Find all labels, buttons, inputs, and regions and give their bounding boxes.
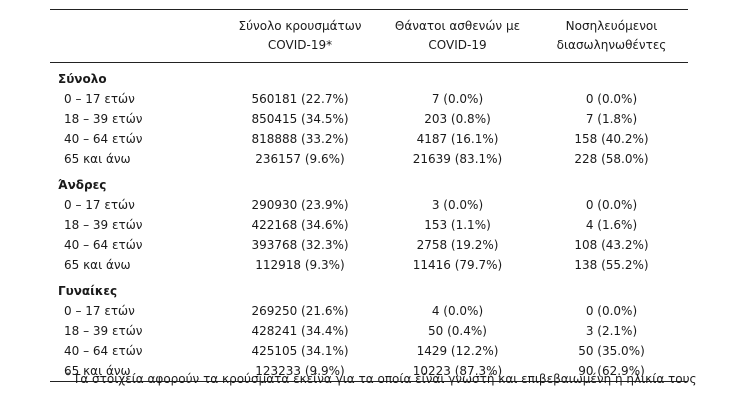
header-deaths: Θάνατοι ασθενών με COVID-19 [394, 19, 521, 52]
intubated-cell: 90 (62.9%) [578, 364, 645, 378]
deaths-cell: 2758 (19.2%) [416, 238, 499, 252]
group-title-row: Άνδρες [50, 173, 688, 195]
age-cell: 18 – 39 ετών [64, 112, 143, 126]
intubated-cell: 7 (1.8%) [585, 112, 638, 126]
intubated-cell: 158 (40.2%) [574, 132, 649, 146]
intubated-cell: 108 (43.2%) [574, 238, 649, 252]
cases-cell: 428241 (34.4%) [251, 324, 349, 338]
group-title-row: Γυναίκες [50, 279, 688, 301]
cases-cell: 269250 (21.6%) [251, 304, 349, 318]
age-cell: 65 και άνω [64, 152, 131, 166]
cases-cell: 393768 (32.3%) [251, 238, 349, 252]
deaths-cell: 1429 (12.2%) [416, 344, 499, 358]
table-row: 65 και άνω 123233 (9.9%) 10223 (87.3%) 9… [50, 361, 688, 382]
table-row: 18 – 39 ετών 428241 (34.4%) 50 (0.4%) 3 … [50, 321, 688, 341]
deaths-cell: 50 (0.4%) [428, 324, 487, 338]
header-empty-cell [50, 10, 220, 63]
deaths-cell: 10223 (87.3%) [412, 364, 503, 378]
table-row: 40 – 64 ετών 393768 (32.3%) 2758 (19.2%)… [50, 235, 688, 255]
age-cell: 0 – 17 ετών [64, 92, 135, 106]
deaths-cell: 3 (0.0%) [431, 198, 484, 212]
group-title: Σύνολο [58, 72, 107, 86]
intubated-cell: 3 (2.1%) [585, 324, 638, 338]
cases-cell: 290930 (23.9%) [251, 198, 349, 212]
deaths-cell: 21639 (83.1%) [412, 152, 503, 166]
table-row: 65 και άνω 236157 (9.6%) 21639 (83.1%) 2… [50, 149, 688, 169]
cases-cell: 818888 (33.2%) [251, 132, 349, 146]
cases-cell: 560181 (22.7%) [251, 92, 349, 106]
deaths-cell: 153 (1.1%) [424, 218, 491, 232]
table-header-row: Σύνολο κρουσμάτων COVID-19* Θάνατοι ασθε… [50, 9, 688, 63]
group-title-row: Σύνολο [50, 67, 688, 89]
table-footnote: * Τα στοιχεία αφορούν τα κρούσματα εκείνα… [66, 371, 726, 387]
intubated-cell: 0 (0.0%) [585, 92, 638, 106]
intubated-cell: 50 (35.0%) [578, 344, 645, 358]
table-row: 0 – 17 ετών 560181 (22.7%) 7 (0.0%) 0 (0… [50, 89, 688, 109]
group-total: Σύνολο 0 – 17 ετών 560181 (22.7%) 7 (0.0… [50, 63, 688, 170]
header-total-cases: Σύνολο κρουσμάτων COVID-19* [238, 19, 362, 52]
cases-cell: 123233 (9.9%) [255, 364, 345, 378]
table-row: 40 – 64 ετών 425105 (34.1%) 1429 (12.2%)… [50, 341, 688, 361]
header-intubated: Νοσηλευόμενοι διασωληνωθέντες [556, 19, 667, 52]
covid-age-table: Σύνολο κρουσμάτων COVID-19* Θάνατοι ασθε… [50, 9, 688, 382]
age-cell: 0 – 17 ετών [64, 304, 135, 318]
group-title: Άνδρες [58, 178, 107, 192]
group-women: Γυναίκες 0 – 17 ετών 269250 (21.6%) 4 (0… [50, 275, 688, 382]
age-cell: 65 και άνω [64, 258, 131, 272]
cases-cell: 112918 (9.3%) [255, 258, 345, 272]
group-men: Άνδρες 0 – 17 ετών 290930 (23.9%) 3 (0.0… [50, 169, 688, 275]
table-row: 0 – 17 ετών 269250 (21.6%) 4 (0.0%) 0 (0… [50, 301, 688, 321]
intubated-cell: 0 (0.0%) [585, 304, 638, 318]
cases-cell: 850415 (34.5%) [251, 112, 349, 126]
cases-cell: 422168 (34.6%) [251, 218, 349, 232]
table-row: 0 – 17 ετών 290930 (23.9%) 3 (0.0%) 0 (0… [50, 195, 688, 215]
deaths-cell: 4 (0.0%) [431, 304, 484, 318]
table-row: 40 – 64 ετών 818888 (33.2%) 4187 (16.1%)… [50, 129, 688, 149]
intubated-cell: 4 (1.6%) [585, 218, 638, 232]
deaths-cell: 4187 (16.1%) [416, 132, 499, 146]
age-cell: 40 – 64 ετών [64, 132, 143, 146]
intubated-cell: 0 (0.0%) [585, 198, 638, 212]
footnote-text: Τα στοιχεία αφορούν τα κρούσματα εκείνα … [73, 372, 697, 386]
table-row: 18 – 39 ετών 422168 (34.6%) 153 (1.1%) 4… [50, 215, 688, 235]
deaths-cell: 11416 (79.7%) [412, 258, 503, 272]
footnote-marker: * [66, 371, 70, 380]
age-cell: 0 – 17 ετών [64, 198, 135, 212]
age-cell: 40 – 64 ετών [64, 344, 143, 358]
age-cell: 65 και άνω [64, 364, 131, 378]
intubated-cell: 228 (58.0%) [574, 152, 649, 166]
cases-cell: 236157 (9.6%) [255, 152, 345, 166]
age-cell: 40 – 64 ετών [64, 238, 143, 252]
intubated-cell: 138 (55.2%) [574, 258, 649, 272]
table-row: 18 – 39 ετών 850415 (34.5%) 203 (0.8%) 7… [50, 109, 688, 129]
age-cell: 18 – 39 ετών [64, 324, 143, 338]
table-row: 65 και άνω 112918 (9.3%) 11416 (79.7%) 1… [50, 255, 688, 275]
deaths-cell: 7 (0.0%) [431, 92, 484, 106]
group-title: Γυναίκες [58, 284, 118, 298]
age-cell: 18 – 39 ετών [64, 218, 143, 232]
deaths-cell: 203 (0.8%) [424, 112, 491, 126]
cases-cell: 425105 (34.1%) [251, 344, 349, 358]
